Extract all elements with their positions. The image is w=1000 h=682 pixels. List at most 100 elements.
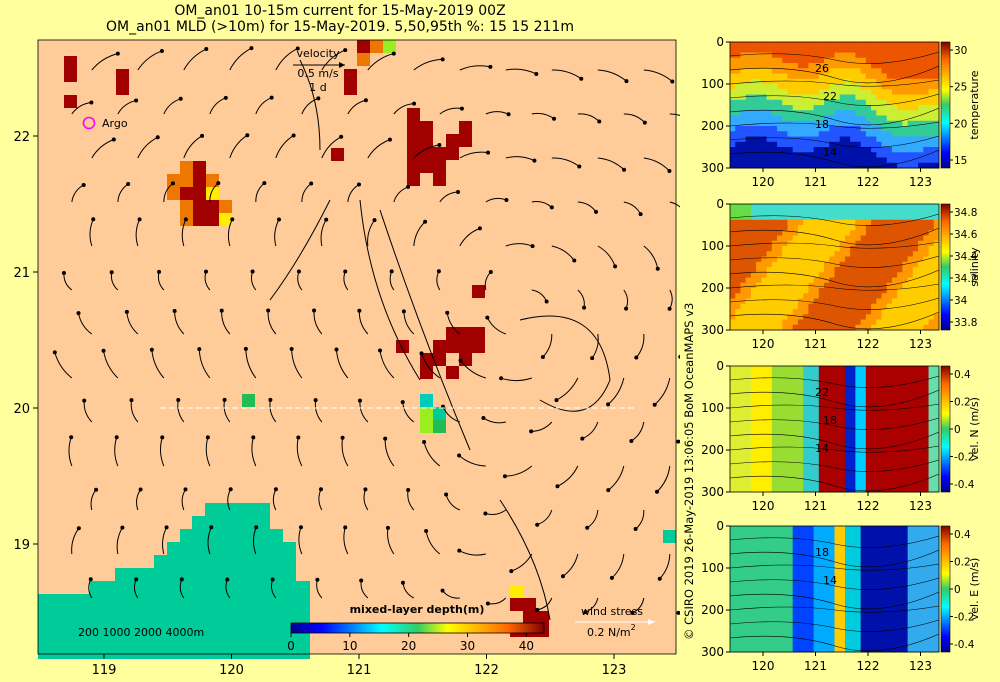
section-cell	[886, 261, 893, 268]
mld-cell	[206, 200, 219, 213]
section-cell	[928, 235, 935, 242]
section-cell	[907, 209, 914, 215]
section-cell	[829, 68, 835, 74]
section-cell	[745, 282, 752, 289]
section-cell	[761, 455, 768, 461]
section-cell	[829, 481, 835, 488]
section-cell	[881, 641, 888, 648]
velocity-legend-time: 1 d	[309, 81, 326, 94]
section-cell	[730, 240, 736, 247]
section-cell	[808, 641, 815, 648]
section-cell	[797, 552, 804, 558]
current-arrow	[458, 455, 486, 467]
section-cell	[730, 235, 736, 242]
section-cell	[907, 204, 914, 210]
section-cell	[761, 371, 768, 377]
section-cell	[787, 434, 794, 440]
section-cell	[797, 105, 804, 111]
section-cell	[902, 240, 909, 247]
section-cell	[829, 99, 835, 106]
section-cell	[850, 246, 856, 252]
section-cell	[777, 256, 783, 263]
section-cell	[839, 240, 846, 247]
section-cell	[829, 204, 835, 210]
section-cell	[912, 277, 919, 284]
section-cell	[912, 444, 919, 451]
section-cell	[797, 610, 804, 616]
section-cell	[740, 636, 747, 642]
section-cell	[761, 531, 768, 537]
section-cell	[745, 235, 752, 242]
section-cell	[787, 131, 794, 137]
section-cell	[918, 47, 924, 53]
section-cell	[886, 641, 893, 648]
section-cell	[782, 620, 788, 627]
section-cell	[756, 418, 762, 425]
section-cell	[871, 120, 877, 127]
section-cell	[912, 251, 919, 257]
section-cell	[891, 392, 898, 398]
section-cell	[740, 293, 747, 299]
section-cell	[834, 434, 841, 440]
section-cell	[824, 476, 830, 482]
section-cell	[761, 573, 768, 579]
section-cell	[730, 147, 736, 153]
section-cell	[782, 552, 788, 558]
section-cell	[745, 293, 752, 299]
section-cell	[860, 267, 867, 273]
section-cell	[918, 309, 924, 315]
section-cell	[928, 126, 935, 132]
section-cell	[933, 324, 940, 331]
section-cell	[834, 162, 841, 169]
mld-cell-row	[205, 503, 270, 516]
section-cell	[865, 230, 872, 236]
section-cell	[777, 235, 783, 242]
section-cell	[897, 599, 903, 606]
section-cell	[933, 646, 940, 653]
section-cell	[829, 646, 835, 653]
section-cell	[860, 455, 867, 461]
section-cell	[860, 547, 867, 553]
current-arrowhead	[363, 487, 368, 492]
section-cell	[860, 52, 867, 59]
section-cell	[792, 526, 799, 532]
section-cell	[745, 625, 752, 632]
section-cell	[777, 277, 783, 284]
section-cell	[745, 541, 752, 548]
section-cell	[933, 594, 940, 600]
section-contour-line	[729, 213, 940, 226]
section-cell	[808, 126, 815, 132]
section-cell	[865, 476, 872, 482]
section-cell	[928, 423, 935, 430]
section-cell	[829, 42, 835, 48]
section-cell	[766, 131, 773, 137]
current-arrow	[551, 245, 575, 261]
section-cell	[777, 481, 783, 488]
section-cell	[771, 536, 778, 543]
section-cell	[871, 47, 877, 53]
section-cell	[907, 594, 914, 600]
section-cell	[730, 219, 736, 226]
section-cell	[792, 251, 799, 257]
section-cell	[777, 147, 783, 153]
section-cell	[912, 219, 919, 226]
section-cell	[871, 402, 877, 409]
section-cell	[928, 471, 935, 477]
map-x-tick-label: 123	[602, 663, 627, 678]
section-cell	[876, 324, 883, 331]
section-cell	[850, 541, 856, 548]
current-arrowhead	[532, 158, 537, 163]
section-cell	[818, 387, 825, 393]
section-cell	[735, 324, 741, 331]
section-cell	[792, 152, 799, 158]
section-cell	[871, 240, 877, 247]
section-cell	[928, 536, 935, 543]
section-cell	[824, 444, 830, 451]
mld-cell	[383, 40, 396, 53]
section-cell	[881, 277, 888, 284]
section-cell	[850, 52, 856, 59]
section-cell	[933, 68, 940, 74]
section-cell	[766, 578, 773, 585]
section-cell	[902, 57, 909, 64]
section-cell	[740, 246, 747, 252]
